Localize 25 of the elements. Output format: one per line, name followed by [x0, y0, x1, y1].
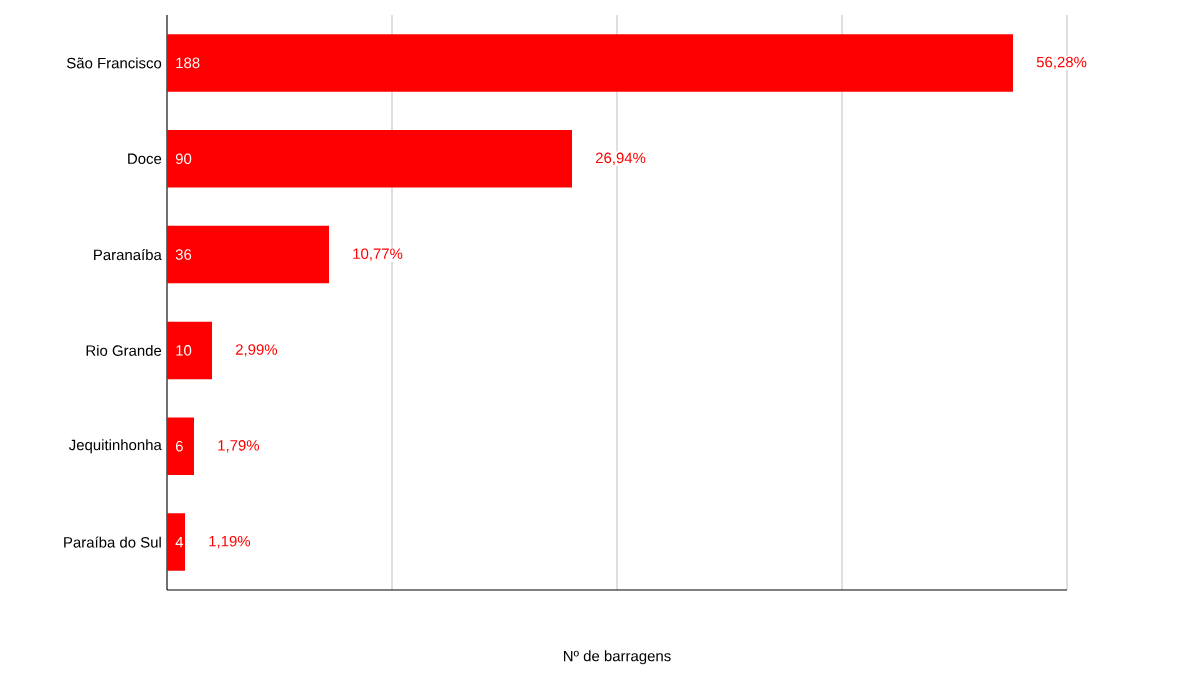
data-label: 6 — [175, 440, 183, 452]
annotation: 2,99% — [235, 344, 278, 357]
annotation: 26,94% — [595, 152, 646, 165]
y-tick-label: Doce — [128, 153, 162, 164]
data-label: 188 — [176, 57, 200, 69]
y-tick-label: Paraíba do Sul — [64, 536, 161, 548]
bar — [167, 321, 213, 380]
y-tick-label: Paranaíba — [94, 249, 162, 261]
bar — [167, 417, 195, 475]
y-tick-label: São Francisco — [66, 57, 162, 69]
bar — [167, 130, 573, 188]
data-label: 36 — [175, 249, 192, 260]
y-tick-label: Rio Grande — [86, 344, 162, 356]
data-label: 4 — [175, 536, 184, 548]
annotation: 56,28% — [1036, 56, 1087, 70]
x-axis-title: Nº de barragens — [563, 650, 671, 665]
data-label: 90 — [175, 153, 192, 165]
bar — [167, 225, 330, 284]
annotation: 1,19% — [209, 535, 251, 549]
y-tick-label: Jequitinhonha — [69, 439, 162, 454]
annotation: 10,77% — [353, 248, 403, 261]
data-label: 10 — [176, 345, 192, 356]
bar — [167, 513, 186, 571]
bar — [167, 34, 1014, 92]
annotation: 1,79% — [218, 440, 260, 453]
